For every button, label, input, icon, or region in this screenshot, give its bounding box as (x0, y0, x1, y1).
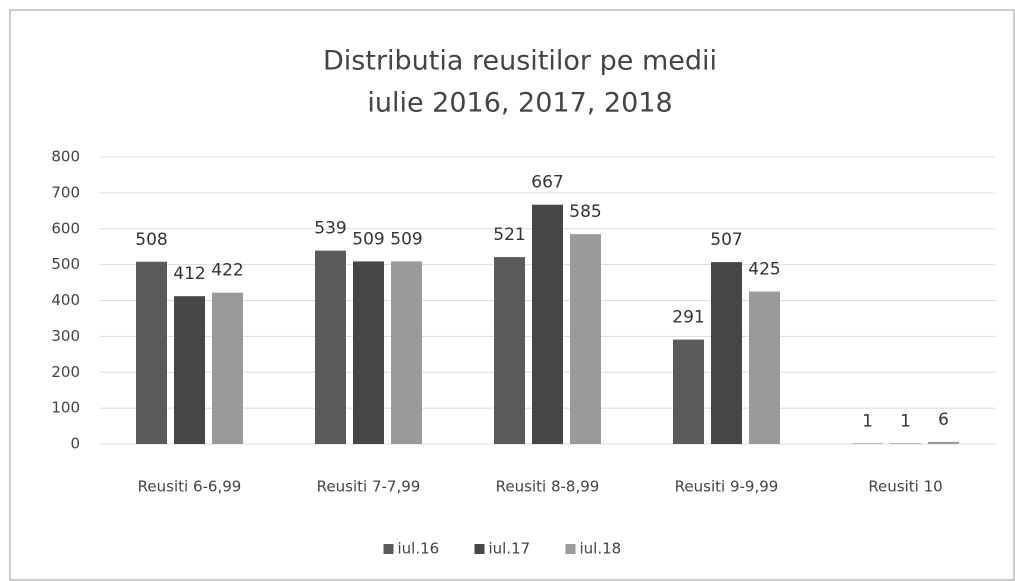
y-tick-label: 600 (51, 219, 80, 237)
bar (391, 261, 422, 444)
y-tick-label: 200 (51, 363, 80, 381)
data-label: 667 (531, 173, 563, 193)
data-label: 508 (135, 230, 167, 250)
data-label: 425 (748, 260, 780, 280)
y-tick-label: 0 (70, 435, 80, 453)
bar (711, 262, 742, 444)
legend-swatch (474, 544, 485, 554)
data-label: 509 (352, 229, 384, 249)
x-tick-label: Reusiti 10 (868, 478, 942, 496)
bar (570, 234, 601, 444)
legend-label: iul.18 (580, 540, 622, 558)
y-tick-label: 100 (51, 399, 80, 417)
data-label: 507 (710, 230, 742, 250)
bar (928, 441, 959, 444)
chart-subtitle: iulie 2016, 2017, 2018 (367, 88, 672, 119)
x-tick-label: Reusiti 6-6,99 (138, 478, 242, 496)
bar (673, 339, 704, 444)
bar (212, 292, 243, 444)
bar (136, 261, 167, 444)
legend-swatch (565, 544, 576, 554)
bar (174, 296, 205, 444)
y-tick-label: 800 (51, 148, 80, 166)
bar (532, 204, 563, 444)
x-tick-label: Reusiti 8-8,99 (496, 478, 600, 496)
bar (494, 257, 525, 444)
data-label: 509 (390, 229, 422, 249)
chart-title: Distributia reusitilor pe medii (323, 46, 717, 77)
data-label: 291 (672, 308, 704, 328)
x-tick-label: Reusiti 7-7,99 (317, 478, 421, 496)
bar (315, 250, 346, 444)
x-tick-label: Reusiti 9-9,99 (675, 478, 779, 496)
bar (353, 261, 384, 444)
data-label: 1 (900, 412, 911, 432)
legend-label: iul.16 (398, 540, 440, 558)
legend-swatch (383, 544, 394, 554)
data-label: 521 (493, 225, 525, 245)
data-label: 6 (938, 410, 949, 430)
y-tick-label: 500 (51, 255, 80, 273)
data-label: 539 (314, 219, 346, 239)
data-label: 422 (211, 261, 243, 281)
bar (749, 291, 780, 444)
legend-label: iul.17 (489, 540, 531, 558)
data-label: 585 (569, 202, 601, 222)
y-tick-label: 700 (51, 183, 80, 201)
y-tick-label: 300 (51, 327, 80, 345)
data-label: 1 (862, 412, 873, 432)
y-tick-label: 400 (51, 291, 80, 309)
data-label: 412 (173, 264, 205, 284)
